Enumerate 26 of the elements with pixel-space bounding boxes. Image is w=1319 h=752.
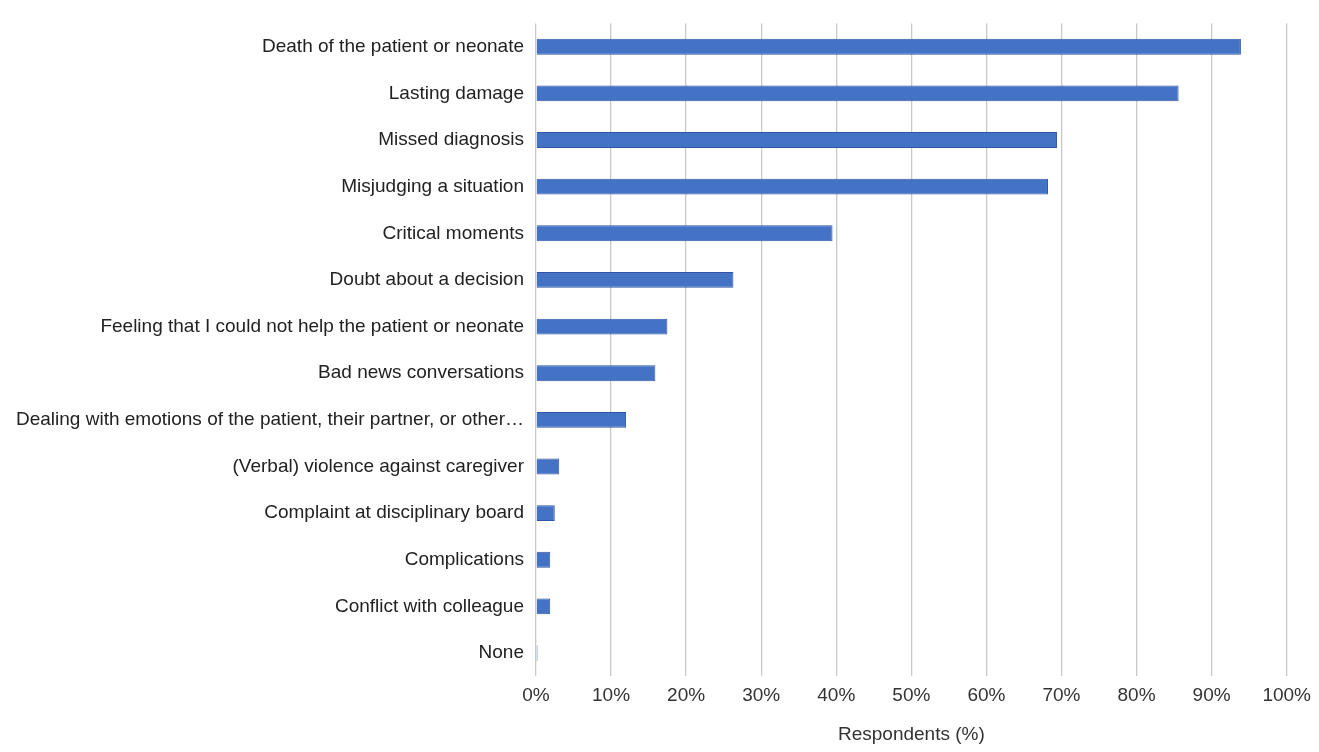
x-tick-label: 60% <box>967 684 1006 706</box>
y-tick-label: Complaint at disciplinary board <box>264 501 524 523</box>
x-tick-label: 70% <box>1042 684 1081 706</box>
y-tick-label: Lasting damage <box>388 81 524 103</box>
x-tick-label: 50% <box>892 684 931 706</box>
y-tick-label: None <box>478 641 524 663</box>
y-tick-label: Complications <box>404 548 524 570</box>
x-tick-label: 100% <box>1262 684 1312 706</box>
y-tick-label: Feeling that I could not help the patient or neonate <box>100 314 524 336</box>
y-tick-label: Missed diagnosis <box>378 128 524 150</box>
y-tick-label: Conflict with colleague <box>334 594 524 616</box>
y-tick-label: Critical moments <box>382 221 524 243</box>
x-tick-label: 10% <box>592 684 631 706</box>
x-tick-label: 0% <box>522 684 550 706</box>
x-tick-label: 30% <box>742 684 781 706</box>
y-tick-label: Misjudging a situation <box>341 174 524 196</box>
x-tick-label: 20% <box>667 684 706 706</box>
y-tick-label: (Verbal) violence against caregiver <box>232 454 525 476</box>
y-tick-label: Bad news conversations <box>318 361 524 383</box>
y-tick-label: Death of the patient or neonate <box>262 34 524 56</box>
y-tick-label: Dealing with emotions of the patient, their partner, or other… <box>16 408 524 430</box>
x-tick-label: 80% <box>1117 684 1156 706</box>
y-tick-label: Doubt about a decision <box>329 268 524 290</box>
x-axis-title: Respondents (%) <box>837 722 985 744</box>
x-tick-label: 40% <box>817 684 856 706</box>
x-tick-label: 90% <box>1192 684 1231 706</box>
